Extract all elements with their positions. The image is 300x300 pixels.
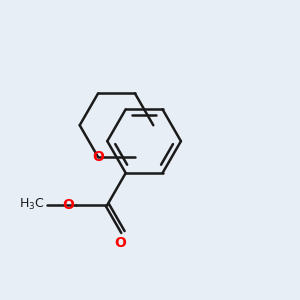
Text: H$_3$C: H$_3$C (19, 197, 44, 212)
Text: O: O (114, 236, 126, 250)
Text: O: O (63, 198, 74, 212)
Text: O: O (92, 150, 104, 164)
